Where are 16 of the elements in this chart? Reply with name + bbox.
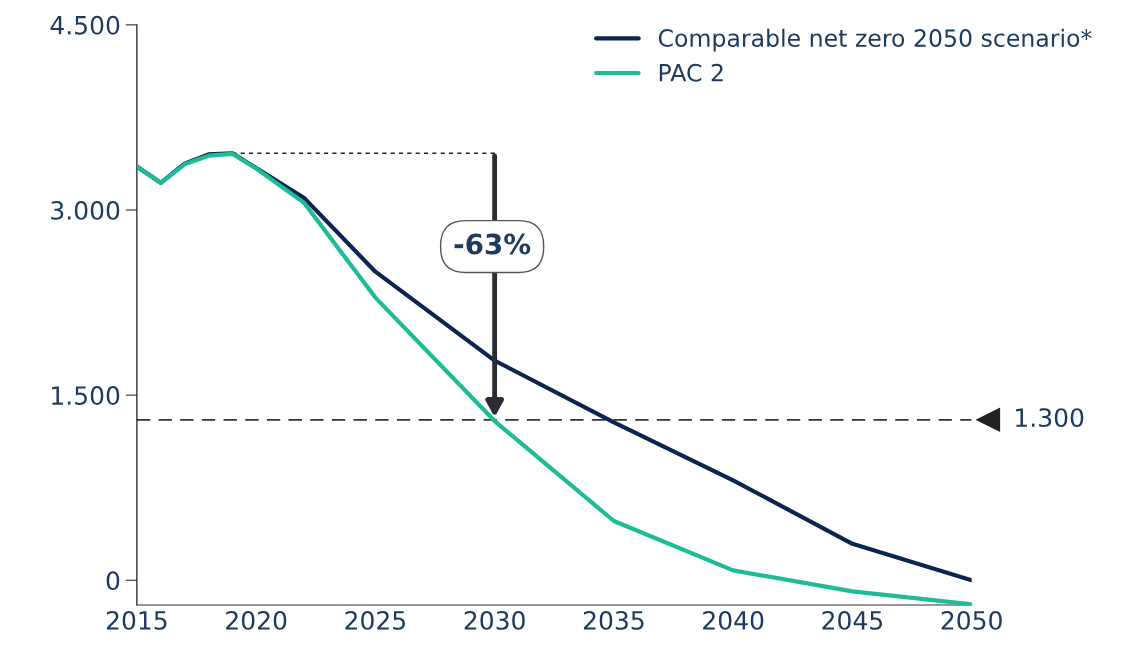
x-tick-label: 2040 (703, 610, 764, 630)
annotation: -63% (454, 233, 531, 255)
y-tick-label: 3.000 (51, 200, 120, 220)
legend-label: Comparable net zero 2050 scenario* (658, 28, 1092, 52)
y-tick-label: 0 (106, 571, 120, 591)
y-tick-label: 1.500 (52, 386, 120, 405)
x-tick-label: 2035 (583, 610, 644, 630)
x-tick-label: 2030 (464, 610, 525, 630)
legend-label: PAC 2 (659, 63, 723, 82)
x-tick-label: 2045 (822, 610, 883, 630)
x-tick-label: 2050 (941, 610, 1002, 630)
ref-line-label: 1.300 (1016, 408, 1084, 428)
x-tick-label: 2015 (106, 610, 167, 630)
x-tick-label: 2025 (345, 610, 406, 630)
x-tick-label: 2020 (226, 610, 287, 630)
y-tick-label: 4.500 (50, 15, 120, 35)
